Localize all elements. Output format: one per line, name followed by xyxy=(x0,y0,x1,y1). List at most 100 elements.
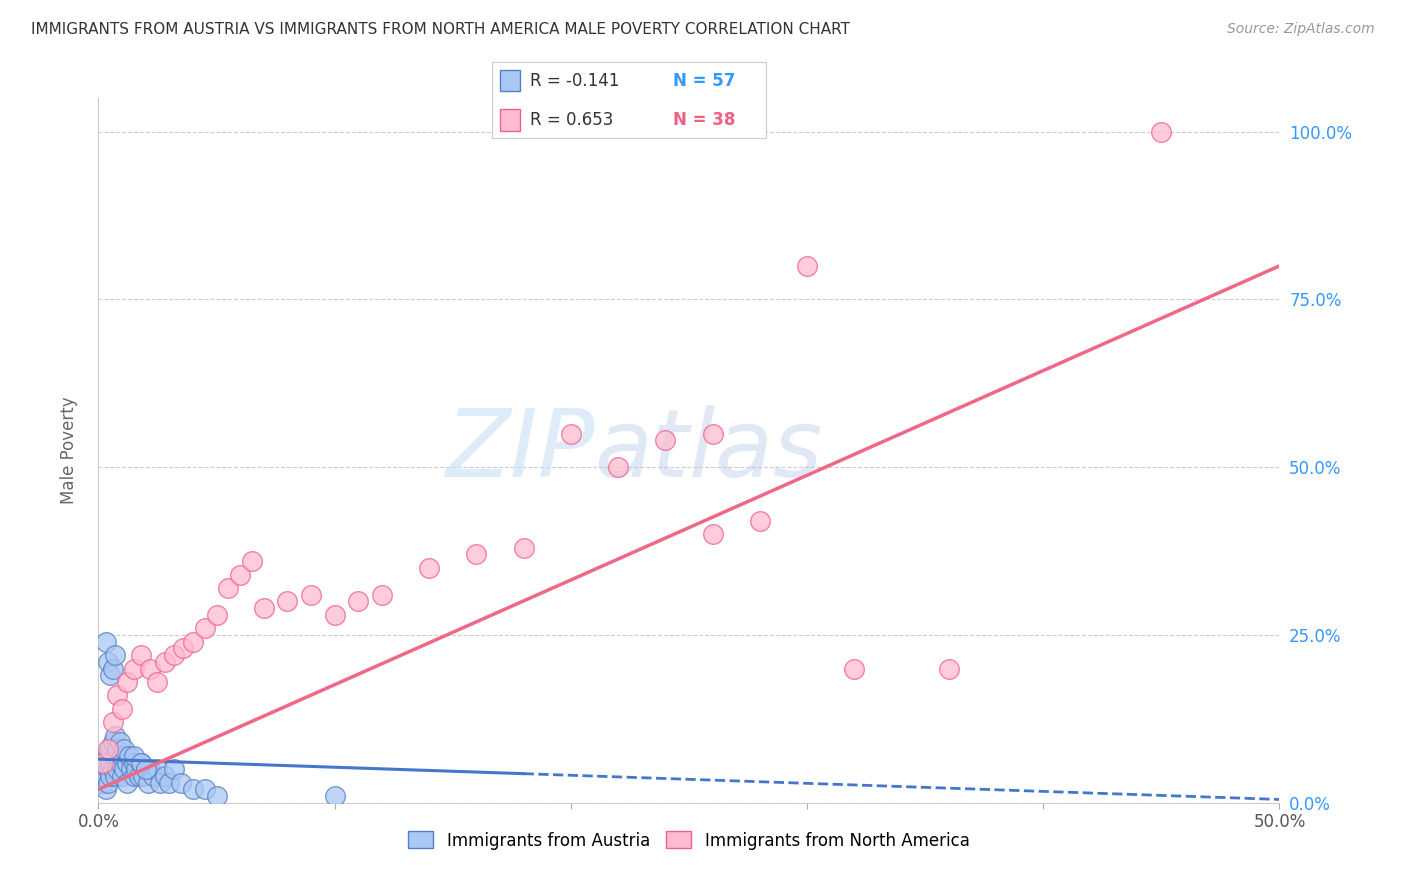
Point xyxy=(104,648,127,662)
Point xyxy=(121,762,143,776)
Point xyxy=(122,756,145,770)
Point xyxy=(105,689,128,703)
Point xyxy=(112,762,135,776)
Text: Source: ZipAtlas.com: Source: ZipAtlas.com xyxy=(1227,22,1375,37)
Point xyxy=(323,789,346,803)
Point xyxy=(229,567,252,582)
Point xyxy=(90,775,112,789)
Point xyxy=(253,601,276,615)
Point xyxy=(91,756,114,770)
Point xyxy=(97,762,120,776)
Point xyxy=(91,775,114,789)
Text: atlas: atlas xyxy=(595,405,823,496)
Point xyxy=(240,554,263,568)
Point xyxy=(172,641,194,656)
Text: ZIP: ZIP xyxy=(444,405,595,496)
Point xyxy=(101,662,124,676)
Point xyxy=(146,762,169,776)
Point xyxy=(938,662,960,676)
Point xyxy=(607,460,630,475)
Point xyxy=(115,756,138,770)
Point xyxy=(163,762,186,776)
Point xyxy=(129,648,152,662)
Point xyxy=(98,742,121,756)
Point xyxy=(91,762,114,776)
Point xyxy=(157,775,180,789)
Point xyxy=(163,648,186,662)
Point xyxy=(94,782,117,797)
Point xyxy=(104,748,127,763)
Point xyxy=(276,594,298,608)
Point xyxy=(98,769,121,783)
Point xyxy=(135,762,157,776)
Point xyxy=(128,769,150,783)
Point xyxy=(97,742,120,756)
Point xyxy=(139,762,162,776)
Point xyxy=(347,594,370,608)
Point xyxy=(105,742,128,756)
Point xyxy=(146,675,169,690)
Point xyxy=(115,775,138,789)
Point xyxy=(702,426,724,441)
Text: N = 38: N = 38 xyxy=(673,112,735,129)
Point xyxy=(181,782,204,797)
Point xyxy=(135,762,157,776)
Point xyxy=(104,769,127,783)
Point xyxy=(194,621,217,635)
Point xyxy=(97,655,120,669)
Legend: Immigrants from Austria, Immigrants from North America: Immigrants from Austria, Immigrants from… xyxy=(399,823,979,858)
Point xyxy=(122,748,145,763)
Text: N = 57: N = 57 xyxy=(673,71,735,89)
Point xyxy=(101,762,124,776)
Point xyxy=(654,434,676,448)
Point xyxy=(97,775,120,789)
Point xyxy=(142,769,165,783)
FancyBboxPatch shape xyxy=(501,70,520,91)
Point xyxy=(136,775,159,789)
Point xyxy=(111,769,134,783)
Point xyxy=(108,756,131,770)
Point xyxy=(217,581,239,595)
Point xyxy=(94,756,117,770)
Point xyxy=(101,735,124,749)
Point xyxy=(104,729,127,743)
Point xyxy=(132,769,155,783)
Point xyxy=(205,789,228,803)
Text: IMMIGRANTS FROM AUSTRIA VS IMMIGRANTS FROM NORTH AMERICA MALE POVERTY CORRELATIO: IMMIGRANTS FROM AUSTRIA VS IMMIGRANTS FR… xyxy=(31,22,851,37)
Point xyxy=(796,259,818,273)
Text: R = -0.141: R = -0.141 xyxy=(530,71,620,89)
Point xyxy=(105,762,128,776)
Point xyxy=(139,662,162,676)
Point xyxy=(125,762,148,776)
Point xyxy=(111,748,134,763)
Point xyxy=(153,655,176,669)
Point xyxy=(122,662,145,676)
Point xyxy=(181,634,204,648)
Point xyxy=(108,735,131,749)
Point xyxy=(111,702,134,716)
Point xyxy=(844,662,866,676)
Point xyxy=(94,634,117,648)
Point xyxy=(205,607,228,622)
Point xyxy=(170,775,193,789)
Point xyxy=(94,769,117,783)
Point xyxy=(97,748,120,763)
Point xyxy=(149,775,172,789)
Point xyxy=(299,588,322,602)
Point xyxy=(748,514,770,528)
Point xyxy=(129,756,152,770)
Point xyxy=(98,756,121,770)
FancyBboxPatch shape xyxy=(501,110,520,130)
Point xyxy=(101,715,124,730)
Point xyxy=(194,782,217,797)
Text: R = 0.653: R = 0.653 xyxy=(530,112,614,129)
Point xyxy=(465,548,488,562)
Point xyxy=(112,742,135,756)
Point xyxy=(371,588,394,602)
Point xyxy=(702,527,724,541)
Point xyxy=(323,607,346,622)
Point xyxy=(512,541,534,555)
Point xyxy=(98,668,121,682)
Point xyxy=(118,748,141,763)
Point xyxy=(122,769,145,783)
